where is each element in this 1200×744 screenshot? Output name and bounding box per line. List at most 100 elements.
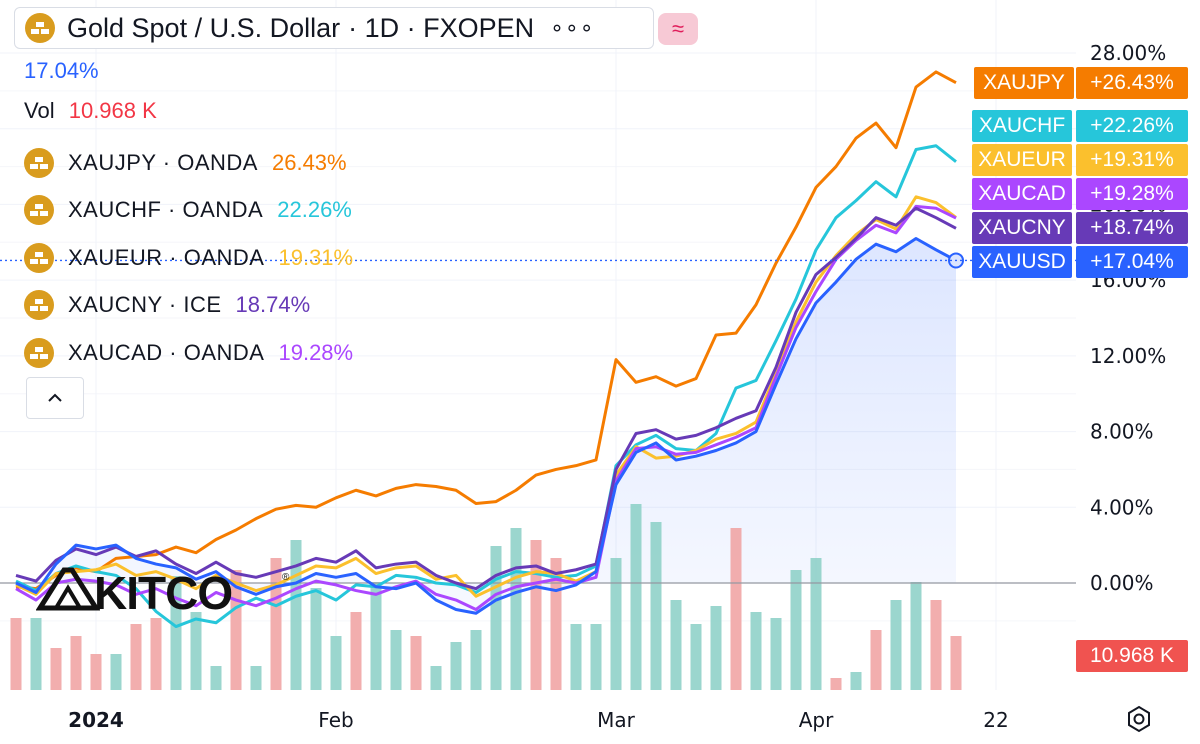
more-options-button[interactable]: ∘∘∘ xyxy=(550,15,595,40)
x-tick-label: 22 xyxy=(983,708,1008,732)
area-xauusd xyxy=(16,238,956,614)
legend-item[interactable]: XAUEUR · OANDA 19.31% xyxy=(24,234,353,282)
legend-item-value: 19.28% xyxy=(278,339,354,365)
legend-item[interactable]: XAUCAD · OANDA 19.28% xyxy=(24,329,353,377)
volume-bar xyxy=(650,522,662,690)
volume-bar xyxy=(190,612,202,690)
symbol-header[interactable]: Gold Spot / U.S. Dollar · 1D · FXOPEN ∘∘… xyxy=(14,7,654,49)
series-value-tag: +22.26% xyxy=(1076,110,1188,142)
series-line-xaujpy xyxy=(15,70,957,591)
main-percent-change: 17.04% xyxy=(24,58,99,83)
volume-bar xyxy=(10,618,22,690)
legend-item[interactable]: XAUCHF · OANDA 22.26% xyxy=(24,187,353,235)
gold-bars-icon xyxy=(24,147,54,178)
symbol-title: Gold Spot / U.S. Dollar xyxy=(67,12,341,43)
volume-value: 10.968 K xyxy=(68,98,157,123)
volume-bar xyxy=(950,636,962,690)
volume-bar xyxy=(930,600,942,690)
volume-legend: Vol 10.968 K xyxy=(24,98,157,124)
chevron-up-icon xyxy=(48,393,62,402)
series-name-tag: XAUEUR xyxy=(972,144,1072,176)
series-lines xyxy=(15,70,964,629)
symbol-meta: · 1D · FXOPEN xyxy=(348,12,535,43)
volume-bar xyxy=(330,636,342,690)
series-line-xaueur xyxy=(15,195,957,598)
series-name-tag: XAUJPY xyxy=(974,67,1074,99)
settings-gear-icon[interactable] xyxy=(1124,704,1154,734)
legend-item-name: XAUCAD · OANDA xyxy=(68,339,265,365)
volume-bar xyxy=(670,600,682,690)
series-name-tag: XAUUSD xyxy=(972,246,1072,278)
collapse-legend-button[interactable] xyxy=(26,377,84,419)
gold-bars-icon xyxy=(24,337,54,368)
gold-bars-icon xyxy=(24,290,54,321)
volume-bar xyxy=(530,540,542,690)
volume-bar xyxy=(490,546,502,690)
volume-bar xyxy=(770,618,782,690)
y-tick-label: 8.00% xyxy=(1090,420,1154,444)
volume-bar xyxy=(270,558,282,690)
volume-bar xyxy=(70,636,82,690)
gold-bars-icon xyxy=(24,242,54,273)
series-value-tag: +26.43% xyxy=(1076,67,1188,99)
series-value-tag: +18.74% xyxy=(1076,212,1188,244)
volume-bar xyxy=(590,624,602,690)
volume-bar xyxy=(250,666,262,690)
legend-item-value: 26.43% xyxy=(271,149,347,175)
x-tick-label: 2024 xyxy=(68,708,124,732)
volume-bar xyxy=(150,618,162,690)
series-value-tag: +19.28% xyxy=(1076,178,1188,210)
volume-bars xyxy=(10,504,962,690)
kitco-logo-icon xyxy=(36,567,100,611)
volume-bar xyxy=(170,576,182,690)
legend-item-value: 22.26% xyxy=(277,197,352,223)
series-line-xaucad xyxy=(15,204,957,611)
volume-bar xyxy=(510,528,522,690)
legend-item-value: 18.74% xyxy=(235,292,311,318)
volume-bar xyxy=(850,672,862,690)
legend-item-value: 19.31% xyxy=(278,244,354,270)
volume-bar xyxy=(890,600,902,690)
volume-bar xyxy=(230,570,242,690)
volume-bar xyxy=(750,612,762,690)
y-tick-label: 12.00% xyxy=(1090,344,1166,368)
compare-button[interactable]: ≈ xyxy=(658,13,698,45)
volume-bar xyxy=(110,654,122,690)
legend-item[interactable]: XAUCNY · ICE 18.74% xyxy=(24,282,353,330)
gold-bars-icon xyxy=(25,13,55,43)
volume-bar xyxy=(50,648,62,690)
series-line-xauusd xyxy=(15,237,957,615)
volume-bar xyxy=(810,558,822,690)
volume-bar xyxy=(450,642,462,690)
volume-bar xyxy=(910,582,922,690)
volume-bar xyxy=(570,624,582,690)
series-line-xaucny xyxy=(15,206,957,591)
series-name-tag: XAUCHF xyxy=(972,110,1072,142)
volume-bar xyxy=(90,654,102,690)
volume-bar xyxy=(730,528,742,690)
volume-bar xyxy=(470,630,482,690)
series-line-xauchf xyxy=(15,144,957,629)
volume-bar xyxy=(550,558,562,690)
legend-item-name: XAUJPY · OANDA xyxy=(68,149,258,175)
volume-bar xyxy=(610,558,622,690)
volume-bar xyxy=(390,630,402,690)
legend-item-name: XAUEUR · OANDA xyxy=(68,244,265,270)
volume-bar xyxy=(370,582,382,690)
x-tick-label: Apr xyxy=(799,708,834,732)
legend-item[interactable]: XAUJPY · OANDA 26.43% xyxy=(24,139,353,187)
volume-bar xyxy=(210,666,222,690)
area-fill xyxy=(16,238,956,614)
volume-bar xyxy=(830,678,842,690)
gold-bars-icon xyxy=(24,195,54,226)
volume-label: Vol xyxy=(24,98,55,123)
volume-bar xyxy=(690,624,702,690)
volume-bar xyxy=(290,540,302,690)
x-axis: 2024 Feb Mar Apr 22 xyxy=(68,708,1009,732)
volume-bar xyxy=(350,612,362,690)
y-tick-label: 4.00% xyxy=(1090,495,1154,519)
legend-item-name: XAUCHF · OANDA xyxy=(68,197,264,223)
grid xyxy=(0,0,1076,690)
